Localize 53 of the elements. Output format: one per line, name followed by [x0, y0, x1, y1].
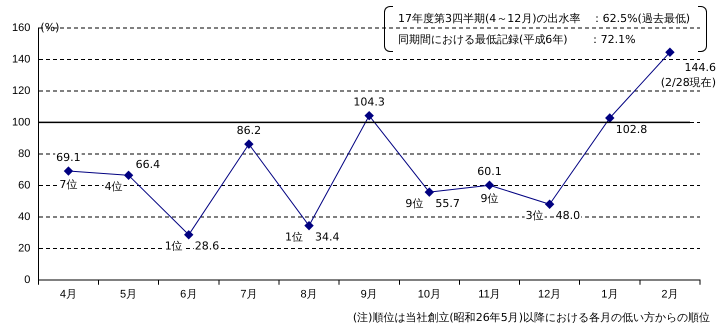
data-label: 60.1 — [477, 165, 502, 178]
data-label: 104.3 — [353, 96, 385, 109]
text: 17年度第3四半期(4～12月)の出水率 ：62.5%(過去最低) — [398, 11, 692, 27]
x-tick-label: 11月 — [478, 288, 501, 300]
point — [184, 230, 194, 240]
data-label: 144.6 — [684, 61, 716, 74]
point — [364, 111, 374, 120]
point — [64, 166, 73, 176]
data-label: 48.0 — [556, 209, 580, 222]
y-tick-label: 160 — [12, 22, 30, 34]
x-tick-label: 8月 — [300, 288, 318, 300]
x-tick-label: 12月 — [538, 288, 562, 300]
x-tick-label: 7月 — [240, 288, 258, 300]
data-label: 55.7 — [435, 197, 460, 210]
x-tick-label: 5月 — [120, 288, 138, 300]
text: (注)順位は当社創立(昭和26年5月)以降における各月の低い方からの順位 — [352, 310, 710, 325]
annotation: 9位 — [480, 192, 498, 206]
point — [665, 48, 674, 57]
y-tick-label: 100 — [12, 116, 30, 128]
point — [605, 114, 614, 123]
annotation: 同期間における最低記録(平成6年) ：72.1% — [398, 32, 637, 48]
x-tick-label: 6月 — [180, 288, 198, 300]
x-tick-label: 10月 — [418, 288, 441, 300]
y-tick-label: 140 — [12, 54, 30, 66]
annotation: 7位 — [59, 178, 78, 191]
x-tick-label: 9月 — [360, 288, 378, 300]
point — [124, 170, 134, 180]
data-label: 34.4 — [315, 230, 340, 244]
annotation: 9位 — [405, 197, 424, 210]
x-tick-label: 1月 — [601, 288, 618, 300]
annotation: 4位 — [104, 180, 123, 194]
annotation: 1位 — [164, 240, 183, 253]
data-label: 86.2 — [236, 124, 262, 137]
data-label: 69.1 — [56, 150, 81, 164]
y-tick-label: 60 — [18, 179, 30, 192]
data-label: 102.8 — [616, 122, 648, 136]
point — [304, 221, 314, 230]
point — [545, 200, 554, 209]
point — [484, 180, 494, 190]
annotation: (2/28現在) — [660, 76, 716, 90]
data-label: 28.6 — [194, 240, 220, 253]
point — [244, 140, 254, 149]
y-tick-label: 20 — [18, 242, 30, 254]
data-label: 66.4 — [136, 158, 160, 172]
y-tick-label: 40 — [18, 210, 30, 223]
y-tick-label: 120 — [12, 84, 30, 97]
y-tick-label: 80 — [18, 148, 30, 160]
point — [424, 188, 434, 197]
x-tick-label: 2月 — [661, 288, 678, 300]
y-tick-label: 0 — [24, 274, 30, 286]
x-tick-label: 4月 — [60, 288, 77, 300]
annotation: 3位 — [526, 209, 544, 222]
annotation: 1位 — [285, 230, 304, 244]
